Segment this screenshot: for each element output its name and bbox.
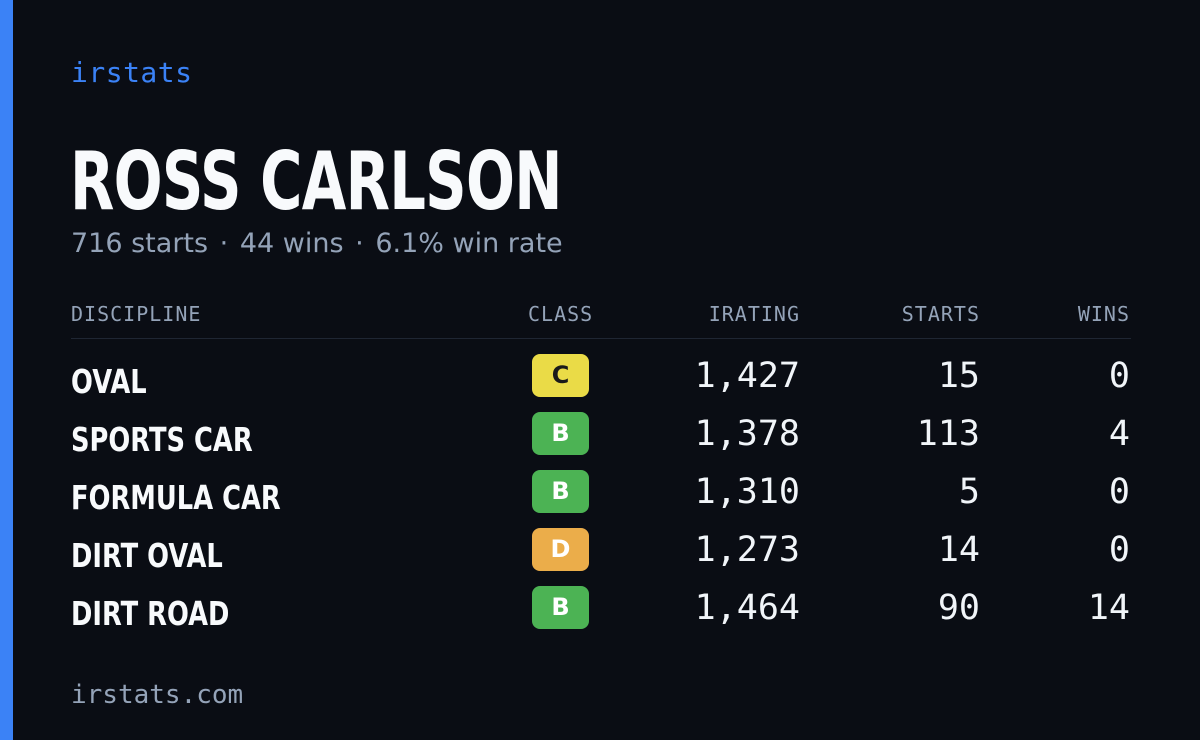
starts-value: 14 xyxy=(937,530,980,570)
wins-value: 14 xyxy=(1087,588,1130,628)
table-row: SPORTS CAR B 1,378 113 4 xyxy=(71,410,1131,468)
summary-win-rate: 6.1% win rate xyxy=(375,228,563,259)
discipline-label: OVAL xyxy=(71,362,147,401)
wins-value: 4 xyxy=(1108,414,1130,454)
class-badge: B xyxy=(532,470,589,513)
wins-value: 0 xyxy=(1108,530,1130,570)
discipline-label: SPORTS CAR xyxy=(71,420,253,459)
table-row: OVAL C 1,427 15 0 xyxy=(71,352,1131,410)
header-discipline: DISCIPLINE xyxy=(71,302,202,326)
brand-logo-text: irstats xyxy=(71,56,193,89)
wins-value: 0 xyxy=(1108,356,1130,396)
irating-value: 1,464 xyxy=(694,588,800,628)
driver-summary: 716 starts · 44 wins · 6.1% win rate xyxy=(71,228,563,259)
stats-table: OVAL C 1,427 15 0 SPORTS CAR B 1,378 113… xyxy=(71,352,1131,642)
header-irating: IRATING xyxy=(708,302,800,326)
starts-value: 113 xyxy=(916,414,980,454)
class-badge: B xyxy=(532,586,589,629)
table-header: DISCIPLINE CLASS IRATING STARTS WINS xyxy=(71,300,1131,339)
irating-value: 1,378 xyxy=(694,414,800,454)
irating-value: 1,427 xyxy=(694,356,800,396)
table-row: DIRT ROAD B 1,464 90 14 xyxy=(71,584,1131,642)
starts-value: 5 xyxy=(958,472,980,512)
class-badge: D xyxy=(532,528,589,571)
header-starts: STARTS xyxy=(901,302,980,326)
table-row: FORMULA CAR B 1,310 5 0 xyxy=(71,468,1131,526)
summary-separator: · xyxy=(355,228,364,259)
footer-url: irstats.com xyxy=(71,680,244,710)
wins-value: 0 xyxy=(1108,472,1130,512)
table-row: DIRT OVAL D 1,273 14 0 xyxy=(71,526,1131,584)
class-badge: C xyxy=(532,354,589,397)
starts-value: 15 xyxy=(937,356,980,396)
header-class: CLASS xyxy=(528,302,594,326)
class-badge: B xyxy=(532,412,589,455)
summary-wins: 44 wins xyxy=(239,228,344,259)
irating-value: 1,310 xyxy=(694,472,800,512)
driver-name: ROSS CARLSON xyxy=(70,135,562,228)
summary-separator: · xyxy=(219,228,229,259)
accent-bar xyxy=(0,0,13,740)
discipline-label: FORMULA CAR xyxy=(71,478,281,517)
discipline-label: DIRT OVAL xyxy=(71,536,223,575)
irating-value: 1,273 xyxy=(694,530,800,570)
starts-value: 90 xyxy=(937,588,980,628)
header-wins: WINS xyxy=(1077,302,1130,326)
discipline-label: DIRT ROAD xyxy=(71,594,230,633)
summary-starts: 716 starts xyxy=(71,228,209,259)
